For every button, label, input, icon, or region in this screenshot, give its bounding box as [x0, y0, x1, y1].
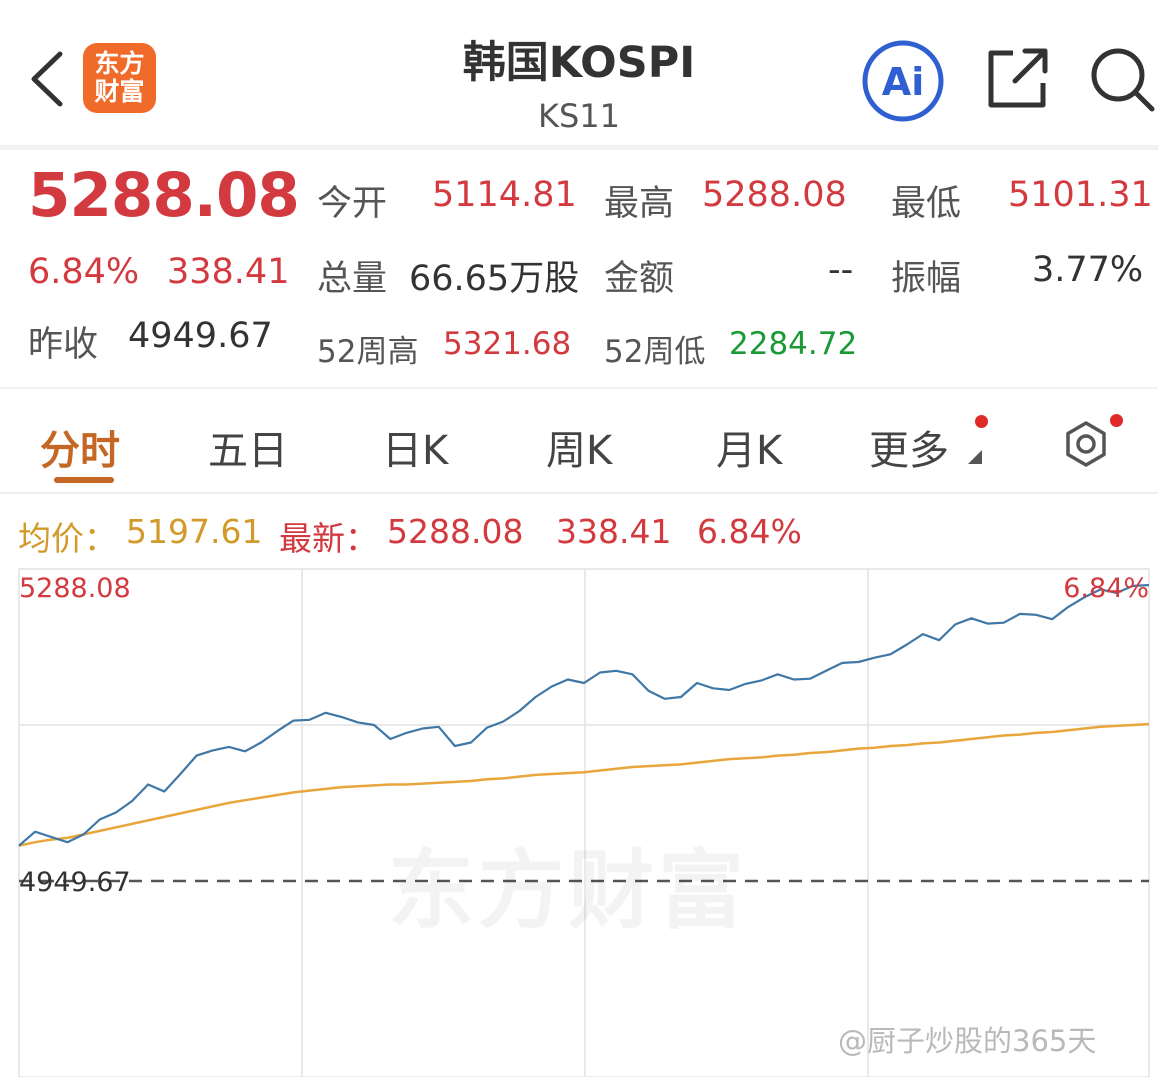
- plot-frame: [18, 568, 1150, 1077]
- tab-monthly-k[interactable]: 月K: [716, 428, 783, 474]
- logo-line-2: 财富: [94, 77, 145, 106]
- more-corner-triangle-icon: [968, 450, 982, 464]
- more-notification-dot: [975, 415, 988, 428]
- ai-icon: Ai: [862, 40, 944, 122]
- quote-divider: [0, 387, 1158, 389]
- prev-close-value: 4949.67: [128, 316, 273, 356]
- logo-line-1: 东方: [94, 49, 145, 78]
- avg-price-label: 均价：: [18, 519, 117, 558]
- y-ref-label: 4949.67: [19, 867, 131, 898]
- open-value: 5114.81: [432, 175, 577, 215]
- settings-gear-icon[interactable]: [1060, 418, 1112, 470]
- last-price-value: 5288.08: [387, 512, 524, 551]
- index-code: KS11: [537, 97, 620, 135]
- avg-price-value: 5197.61: [126, 512, 263, 551]
- eastmoney-logo: 东方 财富: [83, 43, 156, 113]
- prev-close-label: 昨收: [28, 325, 99, 365]
- high-label: 最高: [604, 184, 675, 224]
- y-top-label: 5288.08: [19, 573, 131, 604]
- w52-high-label: 52周高: [317, 334, 419, 370]
- last-price-label: 最新：: [279, 519, 378, 558]
- intraday-chart[interactable]: 5288.08 6.84% 4949.67: [0, 565, 1158, 1077]
- amplitude-label: 振幅: [891, 259, 962, 299]
- chart-grid: [18, 568, 1150, 1077]
- volume-label: 总量: [317, 259, 388, 299]
- header-divider: [0, 145, 1158, 150]
- volume-value: 66.65万股: [409, 259, 580, 299]
- avg-price-series-line: [18, 722, 1150, 847]
- right-top-percent-label: 6.84%: [1063, 573, 1149, 604]
- amount-value: --: [828, 250, 854, 290]
- low-label: 最低: [891, 184, 962, 224]
- amplitude-value: 3.77%: [1032, 250, 1144, 290]
- change-percent: 6.84%: [28, 252, 140, 292]
- last-change-value: 338.41: [556, 512, 672, 551]
- w52-low-label: 52周低: [604, 334, 706, 370]
- share-icon[interactable]: [985, 45, 1051, 111]
- tab-daily-k[interactable]: 日K: [382, 428, 449, 474]
- change-value: 338.41: [167, 252, 290, 292]
- active-tab-indicator: [54, 477, 114, 483]
- tab-intraday[interactable]: 分时: [40, 428, 120, 474]
- page-title: 韩国KOSPI: [462, 38, 696, 88]
- tab-weekly-k[interactable]: 周K: [546, 428, 613, 474]
- search-icon[interactable]: [1088, 45, 1156, 113]
- high-value: 5288.08: [702, 175, 847, 215]
- last-change-percent: 6.84%: [697, 512, 802, 551]
- settings-notification-dot: [1110, 414, 1123, 427]
- ai-label: Ai: [882, 60, 924, 104]
- footer-watermark: @厨子炒股的365天: [838, 1024, 1097, 1058]
- open-label: 今开: [317, 184, 388, 224]
- low-value: 5101.31: [1008, 175, 1153, 215]
- current-price: 5288.08: [28, 160, 300, 231]
- ai-button[interactable]: Ai: [860, 38, 946, 124]
- amount-label: 金额: [604, 259, 675, 299]
- w52-low-value: 2284.72: [729, 326, 858, 362]
- tab-more[interactable]: 更多: [869, 428, 949, 474]
- tabs-divider: [0, 492, 1158, 494]
- back-chevron-icon[interactable]: [28, 50, 68, 108]
- tab-five-day[interactable]: 五日: [208, 428, 288, 474]
- price-series-line: [18, 584, 1150, 847]
- w52-high-value: 5321.68: [443, 326, 572, 362]
